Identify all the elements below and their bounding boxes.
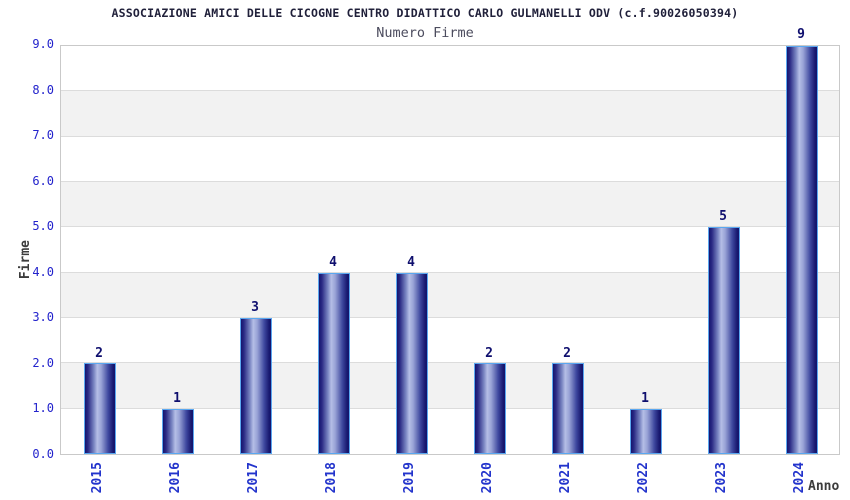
chart-subtitle: Numero Firme bbox=[376, 25, 474, 41]
gridline bbox=[61, 271, 839, 273]
bar-2021 bbox=[552, 363, 584, 454]
background-band bbox=[61, 91, 839, 137]
bar-value-label: 1 bbox=[641, 391, 649, 407]
background-band bbox=[61, 136, 839, 183]
y-tick-label: 1.0 bbox=[32, 401, 54, 416]
x-tick-label: 2020 bbox=[480, 462, 495, 494]
x-tick-label: 2021 bbox=[558, 462, 573, 494]
x-tick-label: 2024 bbox=[792, 462, 807, 494]
bar-value-label: 9 bbox=[797, 27, 805, 42]
y-tick-label: 4.0 bbox=[32, 264, 54, 279]
gridline bbox=[61, 317, 839, 319]
y-tick-label: 6.0 bbox=[32, 173, 54, 188]
x-tick-label: 2018 bbox=[324, 462, 339, 494]
bar-value-label: 2 bbox=[485, 345, 493, 361]
bar-value-label: 3 bbox=[251, 300, 259, 316]
bar-2015 bbox=[84, 363, 116, 454]
bar-2022 bbox=[630, 408, 662, 454]
gridline bbox=[61, 407, 839, 409]
y-tick-label: 0.0 bbox=[32, 447, 54, 461]
bar-2016 bbox=[162, 408, 194, 454]
bar-2023 bbox=[708, 227, 740, 454]
gridline bbox=[61, 181, 839, 183]
y-tick-label: 3.0 bbox=[32, 310, 54, 325]
y-tick-label: 5.0 bbox=[32, 219, 54, 234]
bar-2020 bbox=[474, 363, 506, 454]
bar-value-label: 1 bbox=[173, 391, 181, 407]
x-tick-label: 2022 bbox=[636, 462, 651, 494]
x-axis-label: Anno bbox=[808, 479, 840, 494]
background-band bbox=[61, 182, 839, 228]
bar-2017 bbox=[240, 318, 272, 454]
x-tick-label: 2016 bbox=[168, 462, 183, 494]
bar-value-label: 2 bbox=[95, 345, 103, 361]
x-tick-label: 2019 bbox=[402, 462, 417, 494]
y-tick-label: 2.0 bbox=[32, 355, 54, 370]
bar-value-label: 2 bbox=[563, 345, 571, 361]
bar-2019 bbox=[396, 272, 428, 454]
y-tick-label: 7.0 bbox=[32, 128, 54, 143]
bar-value-label: 4 bbox=[407, 254, 415, 270]
gridline bbox=[61, 135, 839, 137]
y-tick-label: 9.0 bbox=[32, 37, 54, 51]
gridline bbox=[61, 90, 839, 92]
x-tick-label: 2023 bbox=[714, 462, 729, 494]
bar-2024 bbox=[786, 46, 818, 454]
bar-value-label: 4 bbox=[329, 254, 337, 270]
gridline bbox=[61, 226, 839, 228]
x-tick-label: 2015 bbox=[90, 462, 105, 494]
y-tick-label: 8.0 bbox=[32, 82, 54, 97]
background-band bbox=[61, 46, 839, 92]
x-tick-label: 2017 bbox=[246, 462, 261, 494]
bar-value-label: 5 bbox=[719, 209, 727, 225]
bar-2018 bbox=[318, 272, 350, 454]
chart-title: ASSOCIAZIONE AMICI DELLE CICOGNE CENTRO … bbox=[111, 6, 739, 20]
plot-area bbox=[60, 45, 840, 455]
gridline bbox=[61, 362, 839, 364]
